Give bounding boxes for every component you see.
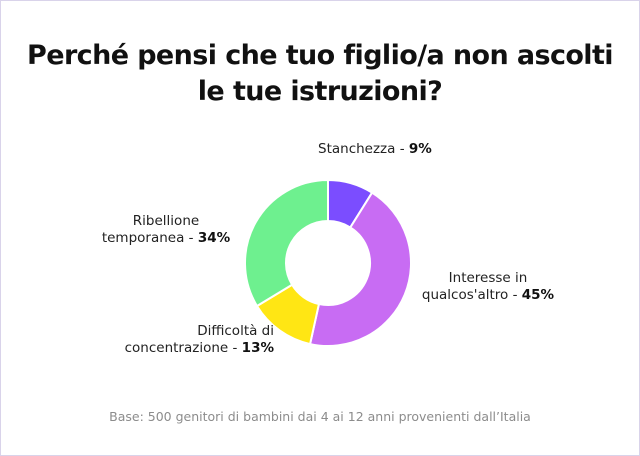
chart-footnote: Base: 500 genitori di bambini dai 4 ai 1… <box>109 409 531 424</box>
label-interesse-line-2: qualcos'altro - <box>421 287 522 303</box>
label-stanchezza-value: 9% <box>408 141 432 157</box>
donut-slice-interesse-in-qualcos-altro <box>308 191 412 347</box>
label-difficolta-line-1: Difficoltà di <box>197 323 274 339</box>
label-ribellione: Ribellione temporanea - 34% <box>96 213 236 247</box>
label-difficolta-line-2: concentrazione - <box>124 340 242 356</box>
chart-title-line-2: le tue istruzioni? <box>197 76 443 107</box>
label-interesse-value: 45% <box>521 287 555 303</box>
donut-slice-ribellione-temporanea <box>244 178 329 308</box>
label-ribellione-line-1: Ribellione <box>132 213 200 229</box>
label-stanchezza-text: Stanchezza - <box>318 141 409 157</box>
chart-title: Perché pensi che tuo figlio/a non ascolt… <box>0 38 640 110</box>
label-difficolta: Difficoltà di concentrazione - 13% <box>124 323 274 357</box>
label-stanchezza: Stanchezza - 9% <box>318 141 432 158</box>
label-ribellione-value: 34% <box>197 230 231 246</box>
chart-title-line-1: Perché pensi che tuo figlio/a non ascolt… <box>27 40 613 71</box>
label-difficolta-value: 13% <box>241 340 274 356</box>
label-interesse-line-1: Interesse in <box>448 270 528 286</box>
label-interesse: Interesse in qualcos'altro - 45% <box>420 270 556 304</box>
label-ribellione-line-2: temporanea - <box>101 230 198 246</box>
